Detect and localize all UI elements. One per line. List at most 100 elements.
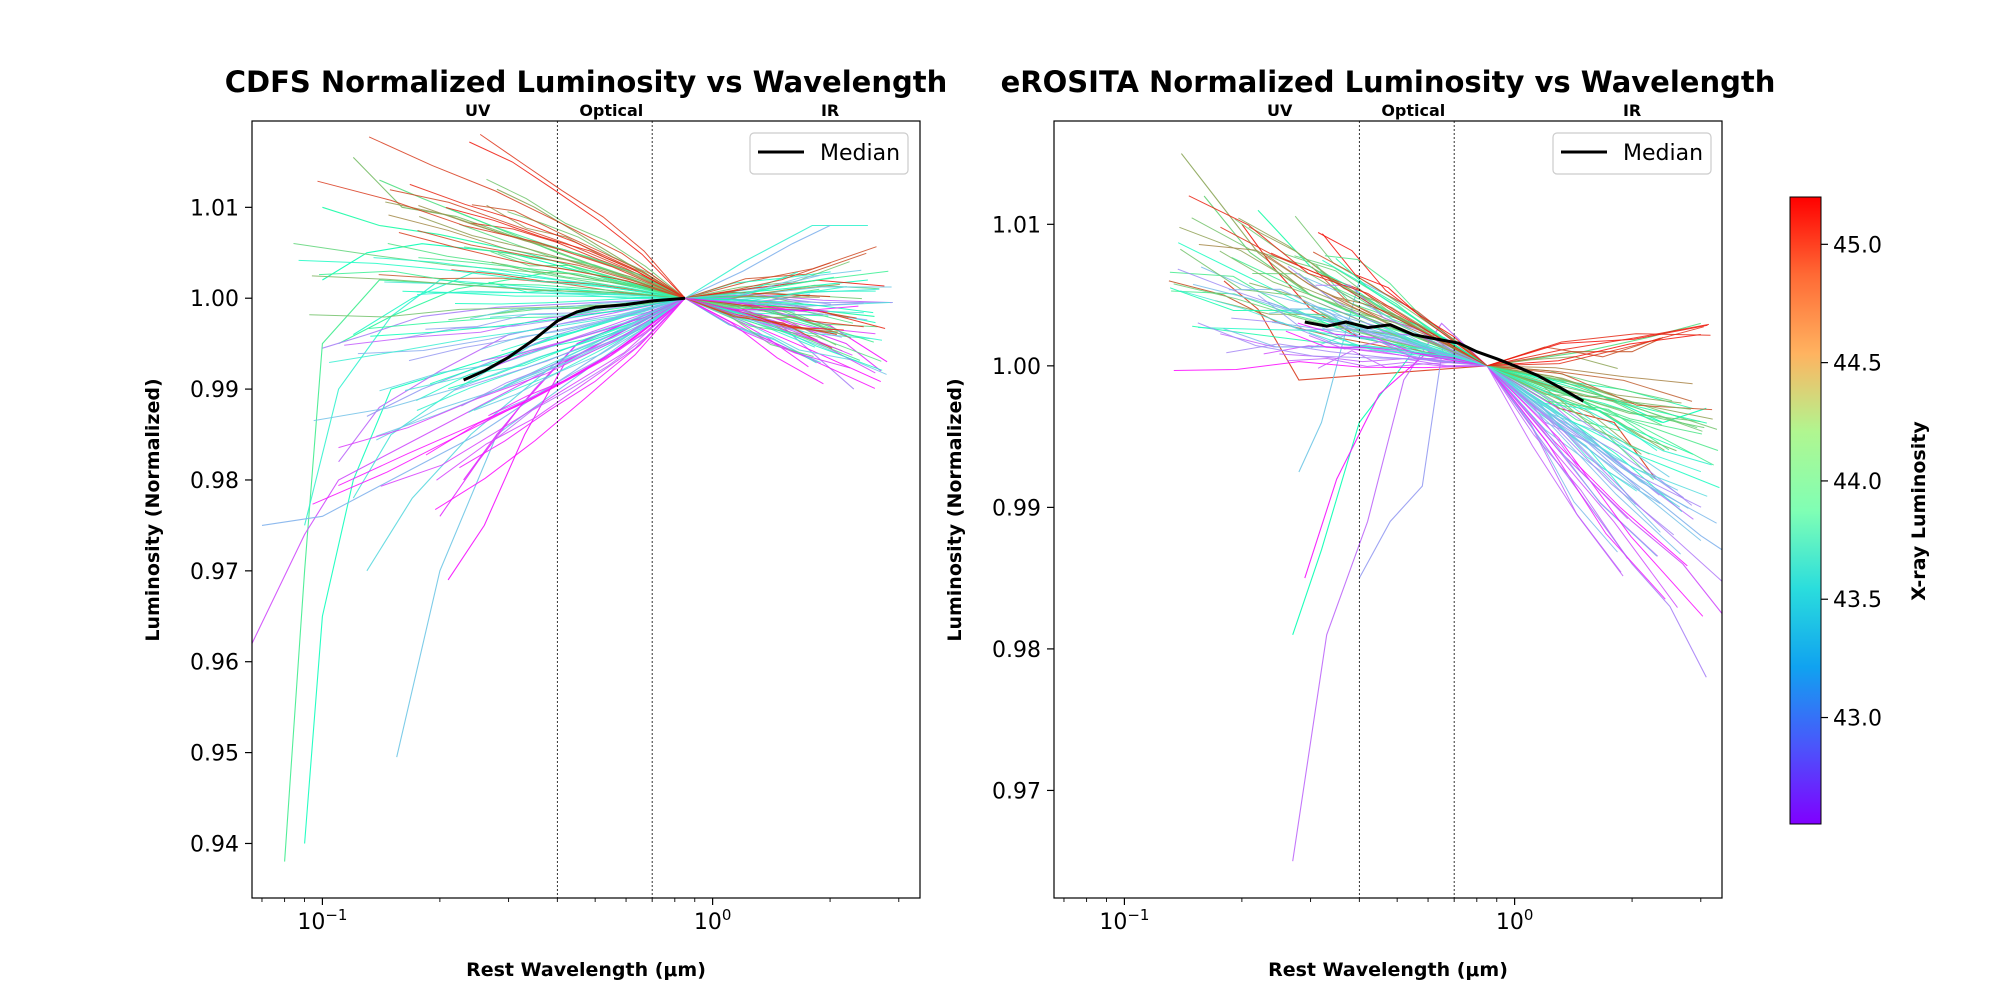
y-tick-label: 1.00 [190, 287, 239, 312]
legend-median-label: Median [820, 141, 900, 166]
series-line [459, 297, 809, 469]
series-line [322, 297, 686, 349]
colorbar-gradient [1789, 196, 1822, 825]
series-line [684, 224, 868, 299]
x-axis-label: Rest Wavelength (μm) [1268, 959, 1508, 981]
series-line [1171, 290, 1622, 432]
series-line [304, 297, 686, 844]
y-tick-label: 0.98 [190, 469, 239, 494]
y-tick-label: 1.01 [992, 213, 1041, 238]
series-line [1173, 361, 1688, 567]
y-tick-label: 0.94 [190, 832, 239, 857]
series-line [1226, 343, 1675, 536]
x-tick-label: 100 [1496, 906, 1534, 935]
series-line [1179, 226, 1713, 420]
series-line [352, 157, 686, 299]
plot-frame [1053, 120, 1723, 899]
series-line [1486, 365, 1707, 678]
chart-title: eROSITA Normalized Luminosity vs Wavelen… [1001, 65, 1776, 99]
series-line [1324, 255, 1719, 451]
series-line [684, 225, 831, 299]
series-line [1228, 288, 1689, 509]
region-label-ir: IR [1623, 101, 1641, 120]
series-line [483, 297, 851, 372]
series-line [418, 257, 861, 361]
plot-frame [251, 120, 921, 899]
legend: Median [749, 132, 909, 175]
y-axis-label: Luminosity (Normalized) [944, 378, 966, 641]
series-line [434, 297, 828, 511]
series-line [1223, 280, 1488, 381]
series-line [1486, 365, 1722, 614]
series-line [338, 297, 686, 463]
colorbar-ticks: 43.0 43.5 44.0 44.5 45.0 [1821, 233, 1882, 732]
series-line [486, 178, 850, 299]
colorbar-tick-label: 44.5 [1833, 352, 1882, 377]
series-line [1329, 312, 1717, 524]
region-label-ir: IR [821, 101, 839, 120]
y-tick-label: 0.97 [992, 779, 1041, 804]
series-line [1287, 357, 1628, 559]
median-group [462, 296, 686, 382]
series-line [1317, 232, 1708, 367]
colorbar-tick-label: 43.0 [1833, 707, 1882, 732]
series-line [408, 297, 832, 362]
series-line [376, 286, 892, 441]
series-group [252, 133, 893, 862]
series-line [370, 297, 874, 337]
y-tick-label: 0.96 [190, 651, 239, 676]
series-line [379, 297, 857, 392]
series-line [396, 297, 686, 758]
series-line [454, 297, 883, 371]
legend-box [749, 132, 909, 175]
series-line [1292, 351, 1488, 635]
y-tick-label: 0.95 [190, 742, 239, 767]
median-group [1304, 320, 1585, 403]
series-line [488, 297, 859, 417]
series-line [373, 257, 876, 302]
colorbar-tick-label: 44.0 [1833, 470, 1882, 495]
series-line [398, 232, 857, 319]
series-line [389, 189, 831, 299]
series-line [454, 297, 864, 391]
series-line [1191, 217, 1701, 422]
series-line [1294, 255, 1698, 429]
chart-erosita: eROSITA Normalized Luminosity vs Wavelen… [944, 65, 1775, 981]
colorbar-tick-label: 45.0 [1833, 233, 1882, 258]
series-line [1315, 284, 1722, 582]
region-label-uv: UV [465, 101, 491, 120]
axes: UV Optical IR 0.94 0.95 0.96 0.97 0.98 0.99 1.00 1… [190, 101, 921, 935]
colorbar-label: X-ray Luminosity [1908, 421, 1930, 601]
series-line [318, 270, 889, 299]
series-line [311, 275, 837, 346]
series-line [1177, 242, 1683, 512]
series-line [425, 297, 882, 456]
series-line [402, 271, 831, 299]
series-line [470, 222, 831, 299]
series-line [1192, 283, 1681, 555]
series-line [1297, 322, 1666, 600]
x-tick-label: 10−1 [297, 906, 347, 935]
colorbar: 43.0 43.5 44.0 44.5 45.0 X-ray Luminosity [1789, 196, 1930, 825]
y-axis-label: Luminosity (Normalized) [142, 378, 164, 641]
y-tick-label: 1.01 [190, 196, 239, 221]
y-tick-label: 0.99 [992, 496, 1041, 521]
series-line [322, 243, 686, 299]
series-line [1188, 195, 1709, 367]
axes: UV Optical IR 0.97 0.98 0.99 1.00 1.01 10−1 100 [992, 101, 1723, 935]
y-tick-label: 0.97 [190, 560, 239, 585]
series-line [1487, 337, 1664, 367]
region-label-optical: Optical [1381, 101, 1445, 120]
y-tick-label: 0.99 [190, 378, 239, 403]
series-line [1335, 258, 1694, 455]
series-line [261, 297, 686, 526]
region-label-uv: UV [1267, 101, 1293, 120]
series-line [473, 297, 819, 411]
region-label-optical: Optical [579, 101, 643, 120]
legend: Median [1552, 132, 1712, 175]
y-tick-label: 1.00 [992, 355, 1041, 380]
series-line [419, 216, 851, 339]
legend-box [1552, 132, 1712, 175]
colorbar-tick-label: 43.5 [1833, 588, 1882, 613]
